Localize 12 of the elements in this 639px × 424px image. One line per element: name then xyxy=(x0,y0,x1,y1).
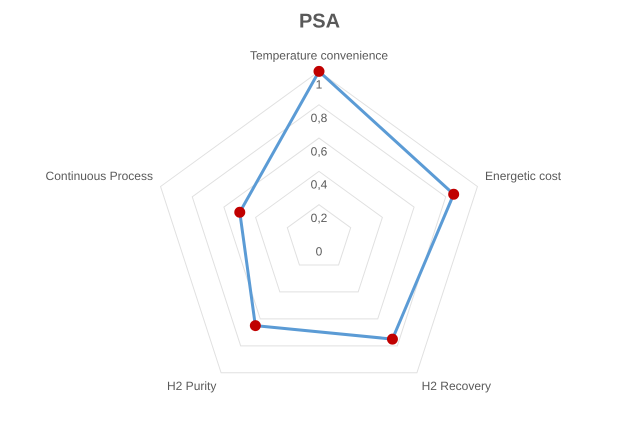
y-tick-label: 0,2 xyxy=(310,210,328,225)
chart-title: PSA xyxy=(298,10,340,33)
spoke-label: Temperature convenience xyxy=(250,48,388,63)
spoke-label: Energetic cost xyxy=(485,169,562,184)
y-tick-label: 1 xyxy=(316,78,323,92)
spoke-label: H2 Purity xyxy=(167,378,216,393)
y-tick-label: 0 xyxy=(316,244,323,258)
y-tick-label: 0,6 xyxy=(310,144,328,158)
y-tick-label: 0,4 xyxy=(310,178,328,192)
spoke-label: Continuous Process xyxy=(46,169,153,184)
spoke-label: H2 Recovery xyxy=(422,378,491,393)
y-tick-label: 0,8 xyxy=(310,111,328,126)
